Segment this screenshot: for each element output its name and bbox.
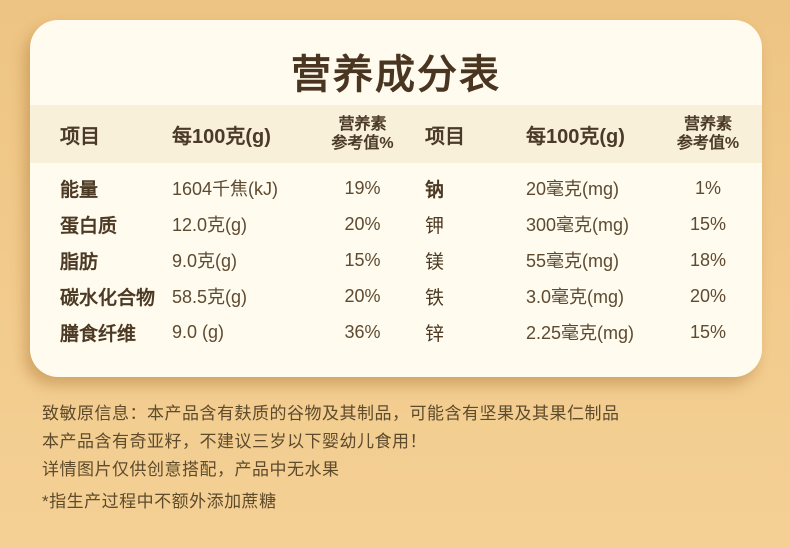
table-row: 锌 2.25毫克(mg) 15% [400,314,750,350]
column-header-item-left: 项目 [60,125,100,148]
right-table-header: 项目 每100克(g) 营养素 参考值% [400,105,750,163]
nutrient-name: 膳食纤维 [60,323,137,345]
nutrient-name: 铁 [425,287,445,309]
nutrient-nrv: 20% [689,285,727,306]
nutrient-nrv: 15% [689,213,727,234]
nutrient-amount: 2.25毫克(mg) [526,323,635,343]
right-table-body: 钠 20毫克(mg) 1% 钾 300毫克(mg) 15% 镁 55毫克(mg)… [400,170,750,350]
table-row: 镁 55毫克(mg) 18% [400,242,750,278]
table-row: 能量 1604千焦(kJ) 19% [60,170,400,206]
nrv-header-line1: 营养素 [338,116,387,133]
nutrient-name: 碳水化合物 [60,287,156,309]
nutrient-amount: 55毫克(mg) [526,251,620,271]
nutrient-nrv: 15% [689,321,727,342]
image-disclaimer-line: 详情图片仅供创意搭配，产品中无水果 [42,460,340,479]
table-header-band: 项目 每100克(g) 营养素 参考值% 项目 每100克(g) 营养素 参考值… [30,105,762,163]
left-table-header: 项目 每100克(g) 营养素 参考值% [60,105,400,163]
nrv-header-line2: 参考值% [331,135,394,152]
column-header-nrv-left: 营养素 参考值% [325,115,400,153]
nutrient-name: 锌 [425,323,445,345]
nutrient-nrv: 15% [344,249,381,270]
nutrient-nrv: 18% [689,249,727,270]
table-row: 膳食纤维 9.0 (g) 36% [60,314,400,350]
nutrient-amount: 12.0克(g) [172,215,248,235]
nutrient-amount: 3.0毫克(mg) [526,287,625,307]
column-header-item-right: 项目 [425,125,465,148]
table-row: 钠 20毫克(mg) 1% [400,170,750,206]
nutrient-amount: 9.0 (g) [172,321,225,342]
chia-warning-line: 本产品含有奇亚籽，不建议三岁以下婴幼儿食用！ [42,432,427,451]
nutrient-amount: 300毫克(mg) [526,215,630,235]
nrv-header-line1: 营养素 [683,116,732,133]
nutrient-nrv: 1% [694,177,721,198]
nutrient-amount: 20毫克(mg) [526,179,620,199]
table-row: 钾 300毫克(mg) 15% [400,206,750,242]
column-header-nrv-right: 营养素 参考值% [666,115,750,153]
allergen-info-line: 致敏原信息：本产品含有麸质的谷物及其制品，可能含有坚果及其果仁制品 [42,404,620,423]
nutrient-amount: 1604千焦(kJ) [172,179,279,199]
left-table-body: 能量 1604千焦(kJ) 19% 蛋白质 12.0克(g) 20% 脂肪 9.… [60,170,400,350]
nutrition-card: 营养成分表 项目 每100克(g) 营养素 参考值% 项目 每100克(g) 营… [30,20,762,377]
sugar-note-line: *指生产过程中不额外添加蔗糖 [42,492,277,511]
nutrition-table-title: 营养成分表 [291,53,501,97]
nutrient-nrv: 20% [344,285,381,306]
nutrient-nrv: 36% [344,321,381,342]
nutrient-name: 脂肪 [60,251,99,273]
nutrient-name: 钾 [425,215,445,237]
nutrient-amount: 9.0克(g) [172,251,238,271]
nrv-header-line2: 参考值% [676,135,740,152]
column-header-per100g-right: 每100克(g) [526,125,625,148]
table-row: 脂肪 9.0克(g) 15% [60,242,400,278]
footnotes: 致敏原信息：本产品含有麸质的谷物及其制品，可能含有坚果及其果仁制品 本产品含有奇… [42,400,762,516]
nutrient-nrv: 19% [344,177,381,198]
table-row: 碳水化合物 58.5克(g) 20% [60,278,400,314]
table-row: 铁 3.0毫克(mg) 20% [400,278,750,314]
nutrient-amount: 58.5克(g) [172,287,248,307]
nutrient-name: 蛋白质 [60,215,118,237]
nutrient-nrv: 20% [344,213,381,234]
column-header-per100g-left: 每100克(g) [172,125,271,148]
nutrient-name: 镁 [425,251,445,273]
nutrient-name: 钠 [425,179,445,201]
nutrient-name: 能量 [60,179,99,201]
table-row: 蛋白质 12.0克(g) 20% [60,206,400,242]
